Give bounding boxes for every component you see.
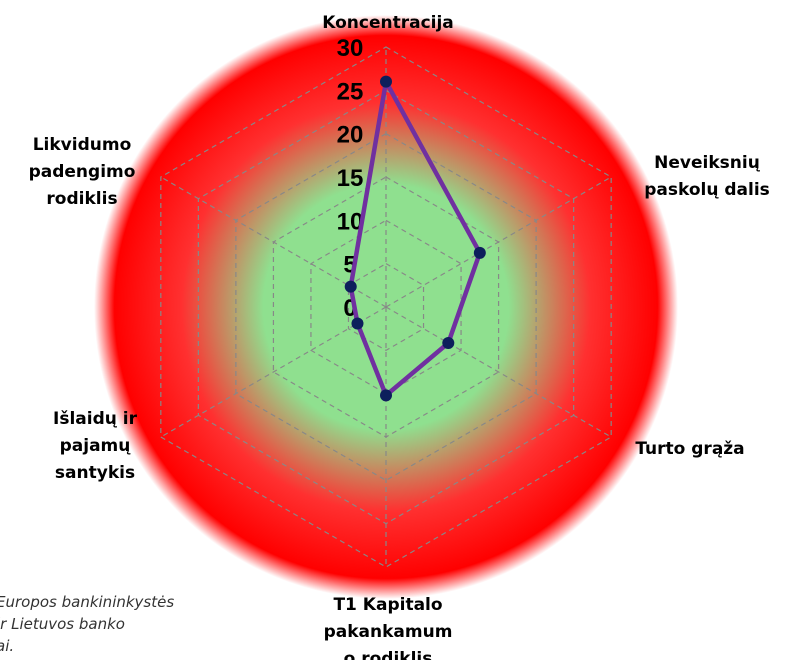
marker xyxy=(442,336,455,349)
r-tick-label: 15 xyxy=(337,165,364,192)
axis-label-line: paskolų dalis xyxy=(644,180,770,200)
source-note: Europos bankininkystės ir Lietuvos banko a… xyxy=(0,593,174,655)
r-tick-label: 20 xyxy=(337,122,364,149)
axis-label: T1 Kapitalo pakankamum o rodiklis xyxy=(324,595,453,660)
axis-label-line: santykis xyxy=(55,463,135,483)
axis-label-line: rodiklis xyxy=(46,189,117,209)
r-tick-label: 30 xyxy=(337,35,364,62)
source-line: ai. xyxy=(0,637,14,655)
axis-label-line: Likvidumo xyxy=(33,135,132,155)
axis-label: Išlaidų ir pajamų santykis xyxy=(53,409,138,483)
axis-label: Turto grąža xyxy=(635,439,744,459)
spoke xyxy=(160,176,387,308)
axis-label-line: padengimo xyxy=(29,162,136,182)
axis-label-line: Koncentracija xyxy=(322,13,454,33)
marker xyxy=(351,317,364,330)
axis-label-line: Turto grąža xyxy=(635,439,744,459)
marker xyxy=(380,75,392,88)
axis-label-line: T1 Kapitalo xyxy=(333,595,442,615)
axis-label: Likvidumo padengimo rodiklis xyxy=(29,135,136,209)
axis-label: Koncentracija xyxy=(322,13,454,33)
r-tick-label: 25 xyxy=(337,78,364,105)
axis-label-line: o rodiklis xyxy=(344,649,433,660)
marker xyxy=(380,389,392,402)
axis-label-line: Neveiksnių xyxy=(654,153,761,173)
grid-ring xyxy=(310,219,462,395)
grid-ring xyxy=(160,46,612,568)
axis-label-line: Išlaidų ir xyxy=(53,409,138,429)
spoke xyxy=(385,176,612,308)
source-line: ir Lietuvos banko xyxy=(0,615,125,633)
marker xyxy=(344,280,357,293)
axis-label-line: pajamų xyxy=(60,436,132,456)
marker xyxy=(473,246,486,259)
source-line: Europos bankininkystės xyxy=(0,593,174,611)
spoke xyxy=(160,306,387,438)
axis-label-line: pakankamum xyxy=(324,622,453,642)
spoke xyxy=(385,306,612,438)
axis-label: Neveiksnių paskolų dalis xyxy=(644,153,770,200)
